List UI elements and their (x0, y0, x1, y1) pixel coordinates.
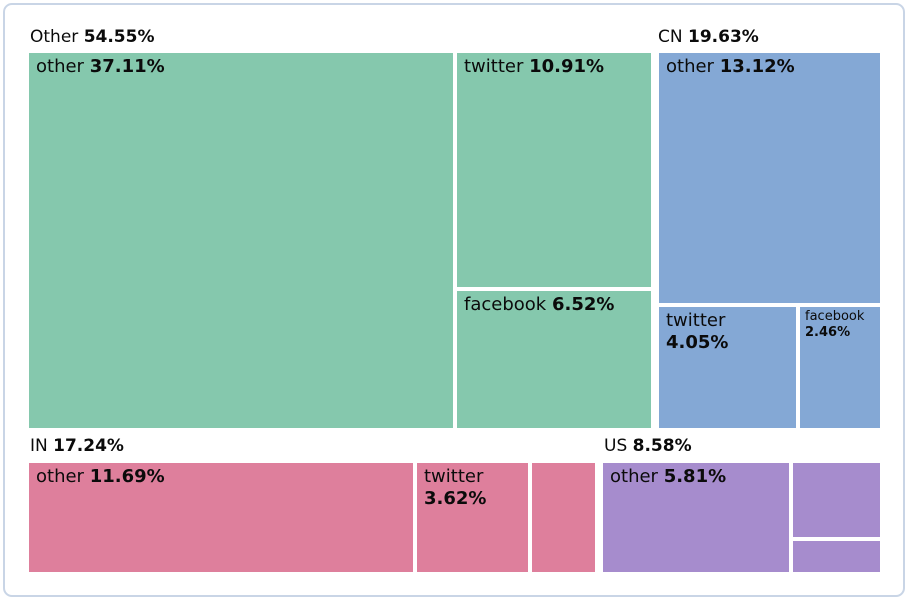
treemap-cell-in-other[interactable]: other 11.69% (29, 463, 413, 572)
treemap-cell-us-unlabeled-top[interactable] (793, 463, 880, 537)
cell-label: twitter 4.05% (659, 307, 796, 357)
cell-label: other 37.11% (29, 53, 453, 81)
treemap-cell-us-other[interactable]: other 5.81% (603, 463, 789, 572)
group-label: CN (658, 27, 683, 47)
group-header-other: Other 54.55% (30, 27, 155, 47)
treemap-cell-in-unlabeled[interactable] (532, 463, 595, 572)
cell-name: other (36, 466, 84, 487)
cell-label: twitter 10.91% (457, 53, 651, 81)
cell-label: facebook 2.46% (800, 307, 880, 342)
cell-share: 3.62% (424, 487, 487, 509)
group-label: IN (30, 436, 48, 456)
cell-name: facebook (464, 294, 547, 315)
cell-share: 11.69% (89, 466, 165, 487)
treemap-cell-cn-facebook[interactable]: facebook 2.46% (800, 307, 880, 428)
cell-share: 10.91% (529, 56, 605, 77)
cell-name: other (666, 56, 714, 77)
group-header-cn: CN 19.63% (658, 27, 759, 47)
cell-share: 4.05% (666, 331, 729, 353)
treemap-cell-other-other[interactable]: other 37.11% (29, 53, 453, 428)
cell-label (793, 463, 880, 469)
group-label: US (604, 436, 628, 456)
cell-name: other (36, 56, 84, 77)
treemap-cell-in-twitter[interactable]: twitter 3.62% (417, 463, 528, 572)
cell-label: twitter 3.62% (417, 463, 528, 513)
group-share: 17.24% (53, 436, 124, 456)
treemap-cell-us-unlabeled-bottom[interactable] (793, 541, 880, 572)
group-share: 8.58% (632, 436, 692, 456)
cell-label (793, 541, 880, 547)
cell-share: 5.81% (663, 466, 727, 487)
cell-share: 37.11% (89, 56, 165, 77)
group-header-in: IN 17.24% (30, 436, 124, 456)
cell-label: other 11.69% (29, 463, 413, 491)
treemap-cell-other-twitter[interactable]: twitter 10.91% (457, 53, 651, 287)
group-share: 54.55% (83, 27, 155, 47)
group-label: Other (30, 27, 79, 47)
cell-share: 6.52% (551, 294, 615, 315)
treemap-cell-other-facebook[interactable]: facebook 6.52% (457, 291, 651, 428)
cell-share: 2.46% (805, 324, 851, 340)
treemap-cell-cn-twitter[interactable]: twitter 4.05% (659, 307, 796, 428)
cell-label: facebook 6.52% (457, 291, 651, 319)
cell-name: twitter (666, 310, 726, 331)
cell-label (532, 463, 595, 469)
cell-name: other (610, 466, 658, 487)
cell-share: 13.12% (719, 56, 795, 77)
cell-label: other 13.12% (659, 53, 880, 81)
cell-label: other 5.81% (603, 463, 789, 491)
cell-name: facebook (805, 309, 865, 324)
cell-name: twitter (464, 56, 524, 77)
treemap-cell-cn-other[interactable]: other 13.12% (659, 53, 880, 303)
group-header-us: US 8.58% (604, 436, 692, 456)
group-share: 19.63% (688, 27, 759, 47)
cell-name: twitter (424, 466, 484, 487)
